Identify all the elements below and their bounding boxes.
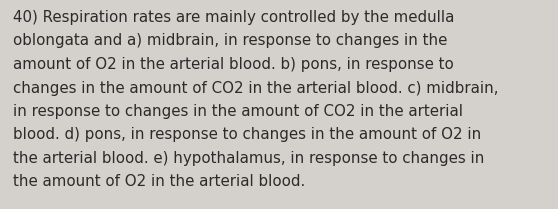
Text: blood. d) pons, in response to changes in the amount of O2 in: blood. d) pons, in response to changes i… xyxy=(13,127,481,143)
Text: the amount of O2 in the arterial blood.: the amount of O2 in the arterial blood. xyxy=(13,175,305,190)
Text: in response to changes in the amount of CO2 in the arterial: in response to changes in the amount of … xyxy=(13,104,463,119)
Text: the arterial blood. e) hypothalamus, in response to changes in: the arterial blood. e) hypothalamus, in … xyxy=(13,151,484,166)
Text: amount of O2 in the arterial blood. b) pons, in response to: amount of O2 in the arterial blood. b) p… xyxy=(13,57,454,72)
Text: changes in the amount of CO2 in the arterial blood. c) midbrain,: changes in the amount of CO2 in the arte… xyxy=(13,80,498,96)
Text: 40) Respiration rates are mainly controlled by the medulla: 40) Respiration rates are mainly control… xyxy=(13,10,454,25)
Text: oblongata and a) midbrain, in response to changes in the: oblongata and a) midbrain, in response t… xyxy=(13,33,448,48)
